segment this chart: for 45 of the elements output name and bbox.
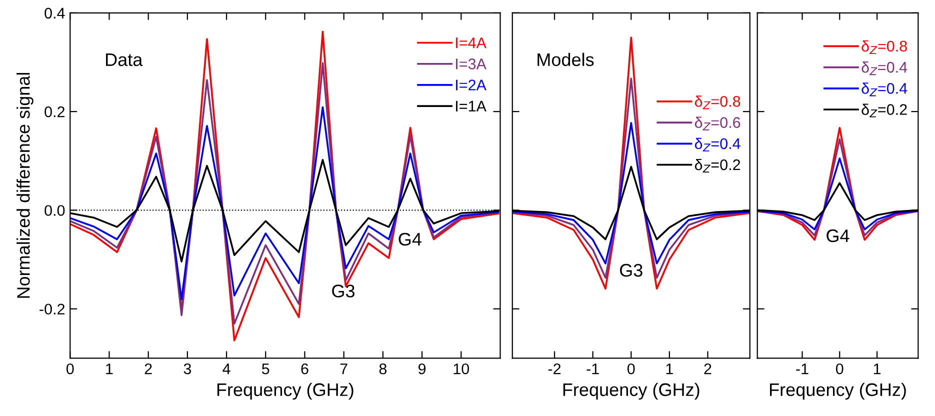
x-tick-label: 4 (222, 364, 230, 374)
annotation: G3 (620, 264, 642, 277)
y-tick-label: 0.4 (44, 8, 65, 19)
y-tick-label: -0.2 (40, 304, 64, 315)
legend-label: I=4A (456, 38, 486, 48)
x-tick-label: 1 (666, 364, 673, 374)
x-tick-label: 7 (340, 364, 348, 374)
x-tick-label: 8 (379, 363, 387, 374)
x-tick-label: 5 (262, 364, 270, 374)
x-axis-title: Frequency (GHz) (770, 382, 906, 400)
x-tick-label: 9 (418, 363, 426, 374)
x-tick-label: 6 (301, 363, 308, 374)
x-tick-label: -2 (548, 363, 561, 374)
legend-label: δ$_{Z}$=0.2 (694, 158, 740, 173)
annotation: Models (538, 52, 594, 66)
annotation: G3 (332, 284, 354, 298)
x-axis-title: Frequency (GHz) (217, 382, 354, 400)
legend-label: δ$_{Z}$=0.4 (862, 61, 908, 76)
annotation: G4 (398, 232, 422, 246)
legend-label: δ$_{Z}$=0.8 (694, 96, 740, 110)
x-tick-label: 2 (704, 363, 712, 374)
x-tick-label: -1 (586, 364, 599, 374)
legend-label: δ$_{Z}$=0.8 (862, 40, 907, 54)
x-tick-label: -1 (796, 364, 808, 374)
x-tick-label: 1 (106, 364, 113, 374)
legend-label: δ$_{Z}$=0.6 (694, 116, 740, 130)
x-tick-label: 0 (836, 363, 844, 374)
x-tick-label: 2 (144, 363, 152, 374)
x-tick-label: 10 (454, 363, 470, 374)
y-axis-title: Normalized difference signal (16, 72, 34, 298)
legend-label: I=1A (456, 100, 486, 112)
legend-label: I=2A (456, 80, 486, 90)
x-tick-label: 3 (184, 363, 191, 374)
y-tick-label: 0.0 (44, 205, 65, 216)
x-tick-label: 1 (874, 364, 881, 374)
y-tick-label: 0.2 (44, 106, 64, 118)
legend-label: δ$_{Z}$=0.4 (694, 138, 740, 152)
annotation: G4 (826, 229, 850, 242)
x-axis-title: Frequency (GHz) (563, 382, 700, 400)
legend-label: δ$_{Z}$=0.4 (862, 82, 908, 96)
x-tick-label: 0 (66, 363, 74, 374)
annotation: Data (106, 53, 143, 66)
legend-label: δ$_{Z}$=0.2 (862, 104, 907, 118)
x-tick-label: 0 (627, 363, 635, 374)
legend-label: I=3A (456, 58, 486, 70)
